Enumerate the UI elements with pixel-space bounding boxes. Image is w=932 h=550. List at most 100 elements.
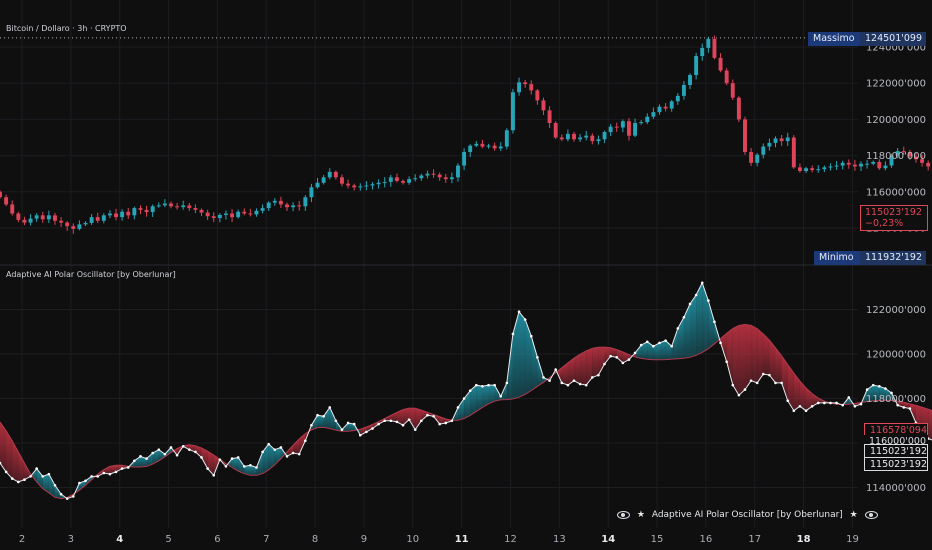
oscillator-point — [627, 358, 631, 361]
oscillator-fill — [726, 328, 733, 386]
indicator-legend[interactable]: ★ Adaptive AI Polar Oscillator [by Oberl… — [617, 510, 878, 520]
candle — [193, 208, 198, 210]
eye-icon[interactable] — [864, 510, 878, 519]
oscillator-point — [139, 455, 142, 458]
candle — [852, 164, 857, 167]
oscillator-fill — [329, 407, 336, 431]
oscillator-fill — [36, 468, 43, 489]
candle — [791, 137, 796, 168]
star-icon: ★ — [636, 510, 645, 520]
candle — [565, 133, 570, 140]
oscillator-point — [59, 492, 63, 496]
candle — [596, 139, 601, 142]
oscillator-point — [230, 457, 234, 460]
time-axis-label: 9 — [361, 534, 367, 545]
oscillator-point — [420, 419, 423, 423]
candle — [59, 220, 64, 223]
oscillator-point — [249, 463, 252, 467]
oscillator-fill — [720, 333, 727, 362]
candle — [77, 224, 82, 229]
price-axis-label: 116000'000 — [866, 187, 926, 198]
candle — [810, 168, 815, 171]
candle — [346, 183, 351, 186]
oscillator-fill — [476, 385, 483, 412]
oscillator-point — [719, 341, 722, 345]
candle — [779, 138, 784, 142]
time-axis-label: 13 — [553, 534, 566, 545]
eye-icon[interactable] — [617, 510, 630, 519]
indicator-title: Adaptive AI Polar Oscillator [by Oberlun… — [6, 270, 176, 279]
candle — [602, 132, 607, 140]
oscillator-point — [352, 422, 356, 426]
oscillator-fill — [488, 385, 495, 404]
candle — [303, 197, 308, 207]
candle — [846, 162, 851, 165]
oscillator-fill — [586, 348, 593, 386]
candle — [205, 212, 210, 217]
oscillator-point — [816, 401, 820, 405]
candle — [804, 168, 808, 171]
oscillator-point — [456, 406, 460, 409]
oscillator-fill — [293, 439, 300, 455]
oscillator-fill — [268, 444, 275, 470]
oscillator-fill — [158, 449, 165, 461]
candle — [443, 177, 448, 180]
oscillator-fill — [274, 447, 281, 465]
oscillator-point — [29, 475, 32, 478]
oscillator-point — [755, 381, 759, 385]
oscillator-fill — [512, 311, 519, 399]
oscillator-point — [175, 453, 179, 457]
oscillator-point — [10, 477, 14, 480]
oscillator-point — [377, 422, 380, 426]
oscillator-point — [47, 472, 51, 476]
oscillator-point — [572, 379, 576, 383]
oscillator-point — [664, 339, 667, 342]
candle — [138, 208, 143, 210]
oscillator-point — [548, 379, 551, 383]
oscillator-fill — [396, 409, 403, 426]
oscillator-point — [188, 448, 191, 451]
candle — [4, 197, 9, 205]
candle — [901, 151, 906, 153]
candle — [706, 38, 711, 48]
oscillator-fill — [879, 386, 886, 401]
candle — [669, 101, 674, 109]
oscillator-point — [743, 388, 747, 391]
oscillator-fill — [250, 465, 257, 476]
oscillator-point — [591, 376, 594, 379]
oscillator-point — [481, 384, 484, 388]
oscillator-fill — [42, 474, 49, 493]
oscillator-point — [853, 404, 857, 408]
candle — [517, 82, 522, 93]
candle — [736, 97, 741, 120]
oscillator-fill — [683, 303, 690, 359]
oscillator-point — [450, 419, 454, 423]
oscillator-point — [694, 293, 698, 297]
oscillator-point — [884, 387, 887, 390]
candle — [840, 162, 845, 166]
oscillator-point — [17, 480, 20, 484]
oscillator-fill — [378, 418, 385, 425]
oscillator-fill — [494, 385, 501, 402]
candle — [291, 205, 296, 208]
max-value: 124501'099 — [860, 32, 926, 46]
candle — [498, 146, 503, 149]
oscillator-point — [517, 310, 521, 314]
candle — [865, 163, 870, 165]
time-axis-label: 4 — [116, 534, 123, 545]
candle — [492, 145, 497, 149]
time-axis-label: 15 — [651, 534, 664, 545]
candle — [822, 167, 827, 170]
candle — [608, 126, 613, 133]
oscillator-fill — [348, 423, 355, 432]
oscillator-point — [432, 415, 435, 418]
oscillator-fill — [116, 465, 123, 472]
oscillator-fill — [55, 485, 62, 499]
oscillator-fill — [659, 340, 666, 360]
candle — [169, 203, 173, 207]
candle — [144, 209, 149, 213]
oscillator-point — [633, 351, 637, 355]
candle — [340, 177, 344, 184]
candle — [486, 145, 491, 147]
candle — [785, 137, 790, 142]
